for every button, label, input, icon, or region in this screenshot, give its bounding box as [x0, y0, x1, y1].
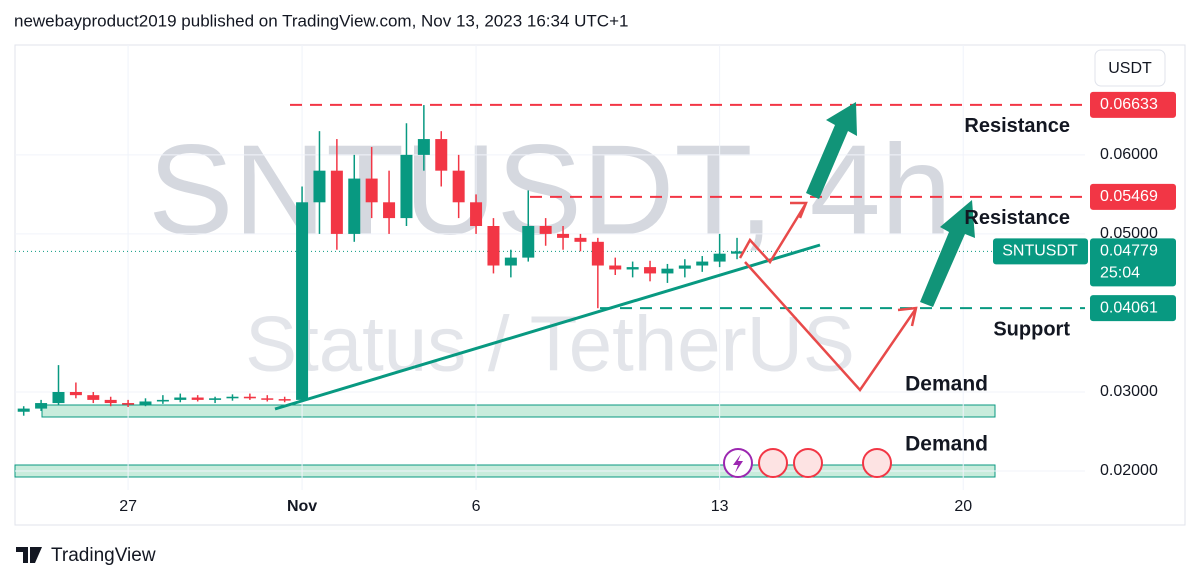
- projection: [738, 204, 807, 265]
- price-label: 0.06633: [1100, 96, 1158, 113]
- currency: USDT: [1108, 60, 1152, 77]
- x-tick-label: 6: [472, 498, 481, 515]
- candle-body: [713, 253, 726, 262]
- candle-body: [156, 399, 169, 402]
- y-tick-label: 0.05000: [1100, 225, 1158, 242]
- candle-body: [365, 178, 378, 203]
- y-tick-label: 0.03000: [1100, 383, 1158, 400]
- projection: [744, 261, 917, 393]
- symbol-label: SNTUSDT: [1002, 243, 1078, 260]
- y-tick-label: 0.06000: [1100, 146, 1158, 163]
- candle-body: [609, 265, 622, 270]
- candle-body: [383, 202, 396, 219]
- candle-body: [261, 398, 274, 400]
- candle-body: [470, 202, 483, 227]
- candle-body: [417, 139, 430, 155]
- brand: TradingView: [51, 545, 156, 566]
- frame: [14, 44, 1186, 526]
- candle-body: [278, 399, 291, 401]
- candle-body: [122, 403, 135, 405]
- price-label: 0.04061: [1100, 299, 1158, 316]
- candle-body: [296, 202, 309, 400]
- candle-body: [87, 395, 100, 400]
- arrow-head: [790, 201, 808, 219]
- last-price-box: [1090, 238, 1176, 287]
- candle-body: [678, 265, 691, 269]
- candle-body: [52, 391, 65, 404]
- countdown: 25:04: [1100, 265, 1140, 282]
- arrow-up: [806, 102, 857, 199]
- candle-body: [104, 399, 117, 404]
- zone-label: Demand: [905, 373, 988, 396]
- candle-body: [644, 267, 657, 274]
- candle-body: [209, 398, 222, 400]
- currency-box[interactable]: [1094, 49, 1166, 87]
- candle-body: [313, 170, 326, 203]
- candle-body: [522, 226, 535, 258]
- level-name: Resistance: [964, 207, 1070, 229]
- x-tick-label: 13: [711, 498, 729, 515]
- candle-body: [731, 251, 744, 254]
- candle-body: [452, 170, 465, 203]
- trendline: [274, 243, 821, 411]
- event-icon[interactable]: [758, 448, 788, 478]
- candle-body: [504, 257, 517, 266]
- candle-body: [17, 408, 30, 412]
- header: newebayproduct2019 published on TradingV…: [14, 11, 628, 30]
- y-tick-label: 0.02000: [1100, 462, 1158, 479]
- demand-zone: [41, 404, 996, 418]
- watermark-sub: Status / TetherUS: [245, 300, 855, 388]
- candle-body: [35, 403, 48, 409]
- candle-body: [591, 241, 604, 266]
- arrow-head: [897, 306, 918, 327]
- candle-body: [661, 268, 674, 274]
- price-label-box: [1090, 91, 1176, 118]
- candle-body: [400, 154, 413, 219]
- price-label-box: [1090, 183, 1176, 210]
- symbol-box: [993, 238, 1088, 265]
- event-icon: [733, 454, 743, 473]
- candle-body: [557, 233, 570, 238]
- arrow-up: [920, 200, 975, 307]
- candle-body: [696, 261, 709, 266]
- logo: [16, 547, 42, 563]
- candle-body: [69, 391, 82, 396]
- candle-body: [139, 401, 152, 405]
- price-label-box: [1090, 295, 1176, 322]
- x-tick-label: 27: [119, 498, 137, 515]
- candle-body: [539, 226, 552, 234]
- candle-body: [330, 170, 343, 234]
- candle-body: [487, 226, 500, 266]
- event-icon[interactable]: [793, 448, 823, 478]
- candle-body: [348, 178, 361, 234]
- x-tick-label: 20: [954, 498, 972, 515]
- event-icon[interactable]: [862, 448, 892, 478]
- candle-body: [574, 237, 587, 242]
- candle-body: [174, 397, 187, 400]
- candle-body: [626, 267, 639, 270]
- level-name: Support: [993, 318, 1070, 340]
- last-price: 0.04779: [1100, 243, 1158, 260]
- candle-body: [435, 139, 448, 171]
- level-name: Resistance: [964, 115, 1070, 137]
- candle-body: [226, 396, 239, 399]
- price-label: 0.05469: [1100, 188, 1158, 205]
- candle-body: [243, 396, 256, 399]
- candle-body: [191, 397, 204, 400]
- x-tick-label: Nov: [287, 498, 317, 515]
- zone-label: Demand: [905, 433, 988, 456]
